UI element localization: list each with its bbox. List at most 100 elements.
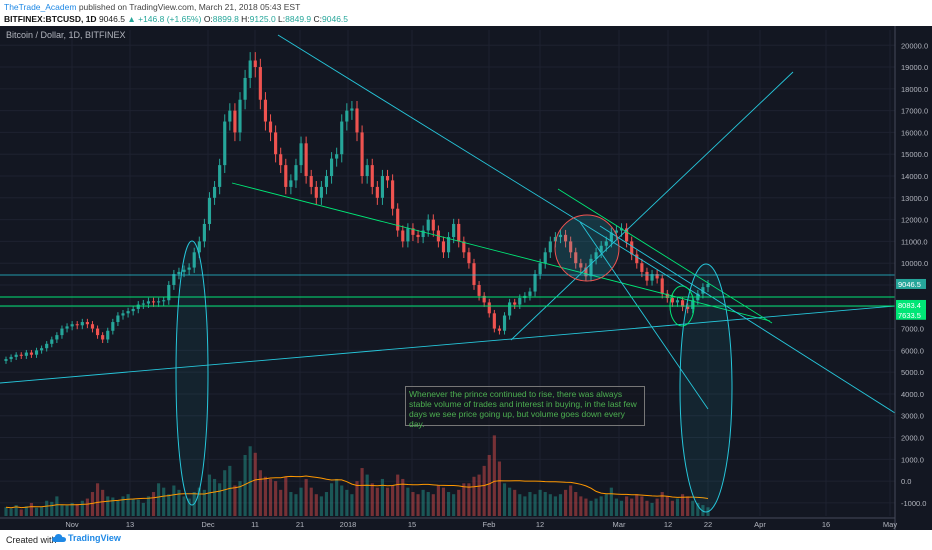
volume-bar	[268, 478, 273, 516]
volume-bar	[14, 505, 18, 516]
y-tick-label: 18000.0	[901, 85, 928, 94]
low-label: L:	[278, 14, 286, 24]
volume-bar	[202, 489, 206, 516]
volume-bar	[467, 483, 471, 516]
candle-body	[701, 287, 705, 294]
volume-bar	[558, 494, 563, 516]
candle-body	[416, 234, 420, 238]
candle-body	[263, 99, 268, 122]
candle-body	[360, 132, 364, 177]
candle-body	[192, 252, 196, 268]
candle-body	[380, 176, 385, 198]
x-tick-label: 13	[126, 520, 134, 529]
candle-body	[518, 298, 522, 305]
candle-body	[528, 291, 532, 296]
volume-bar	[452, 494, 456, 516]
candle-body	[146, 301, 151, 304]
volume-bar	[218, 483, 222, 516]
candle-body	[70, 324, 74, 327]
volume-bar	[370, 483, 374, 516]
volume-bar	[55, 496, 59, 516]
candle-body	[579, 263, 583, 268]
candle-body	[324, 176, 329, 187]
x-tick-label: Feb	[483, 520, 496, 529]
up-arrow-icon: ▲	[127, 14, 136, 24]
volume-bar	[340, 485, 344, 516]
volume-bar	[497, 461, 502, 516]
volume-bar	[701, 505, 705, 516]
volume-bar	[19, 509, 23, 516]
candle-body	[304, 143, 308, 177]
candle-body	[85, 322, 89, 325]
candle-body	[279, 154, 283, 166]
candle-body	[569, 241, 573, 253]
volume-bar	[335, 478, 339, 516]
volume-bar	[686, 496, 690, 516]
candle-body	[375, 186, 379, 198]
volume-bar	[594, 498, 598, 516]
chart-header: TheTrade_Academ published on TradingView…	[0, 0, 932, 26]
volume-bar	[45, 500, 49, 516]
volume-bar	[24, 506, 28, 516]
candle-body	[309, 176, 313, 187]
volume-bar	[401, 478, 405, 516]
volume-bar	[660, 492, 664, 516]
volume-bar	[29, 502, 34, 516]
tradingview-logo[interactable]: TradingView	[52, 533, 121, 543]
volume-bar	[60, 505, 64, 516]
candle-body	[65, 326, 69, 329]
author-link[interactable]: TheTrade_Academ	[4, 2, 77, 12]
candle-body	[111, 322, 115, 331]
volume-bar	[4, 507, 8, 516]
volume-bar	[645, 500, 649, 516]
volume-bar	[553, 496, 557, 516]
candle-body	[635, 254, 639, 264]
candle-body	[151, 301, 156, 303]
volume-bar	[579, 496, 583, 516]
created-with-text: Created with	[6, 535, 57, 545]
candle-body	[223, 121, 227, 166]
candle-body	[50, 339, 54, 344]
volume-bar	[34, 507, 39, 516]
volume-bar	[243, 454, 247, 516]
volume-bar	[345, 489, 349, 516]
candle-body	[233, 110, 237, 133]
x-tick-label: 16	[822, 520, 830, 529]
candle-body	[101, 335, 105, 340]
candle-body	[141, 303, 145, 305]
candle-body	[385, 176, 390, 181]
falling-trendline	[599, 225, 896, 414]
candle-body	[645, 271, 649, 281]
candle-body	[426, 219, 430, 231]
volume-bar	[416, 494, 420, 516]
volume-bar	[635, 494, 639, 516]
candle-body	[19, 354, 23, 356]
candle-body	[319, 186, 323, 198]
annotation-box[interactable]: Whenever the prince continued to rise, t…	[405, 386, 645, 429]
volume-bar	[609, 487, 613, 516]
volume-bar	[523, 496, 527, 516]
volume-bar	[304, 478, 308, 516]
candle-body	[167, 284, 171, 301]
open-label: O:	[203, 14, 213, 24]
candle-body	[350, 108, 354, 111]
candle-body	[604, 241, 608, 246]
y-tick-label: 5000.0	[901, 368, 924, 377]
candle-body	[421, 230, 425, 238]
x-tick-label: Dec	[201, 520, 215, 529]
candle-body	[594, 252, 598, 259]
volume-bar	[309, 487, 313, 516]
candle-body	[563, 234, 568, 242]
chart-area[interactable]: 20000.0 19000.0 18000.0 17000.0 16000.0 15000…	[0, 26, 932, 530]
price-chart-svg[interactable]: 20000.0 19000.0 18000.0 17000.0 16000.0 15000…	[0, 26, 932, 530]
candle-body	[609, 232, 613, 242]
candle-body	[45, 343, 49, 349]
candle-body	[462, 241, 466, 253]
x-tick-label: Apr	[754, 520, 766, 529]
high-value: 9125.0	[249, 14, 276, 24]
volume-ma-line	[5, 475, 709, 509]
volume-bar	[65, 505, 69, 516]
symbol-label: BITFINEX:BTCUSD, 1D	[4, 14, 97, 24]
volume-bar	[513, 489, 517, 516]
volume-bar	[426, 492, 430, 516]
